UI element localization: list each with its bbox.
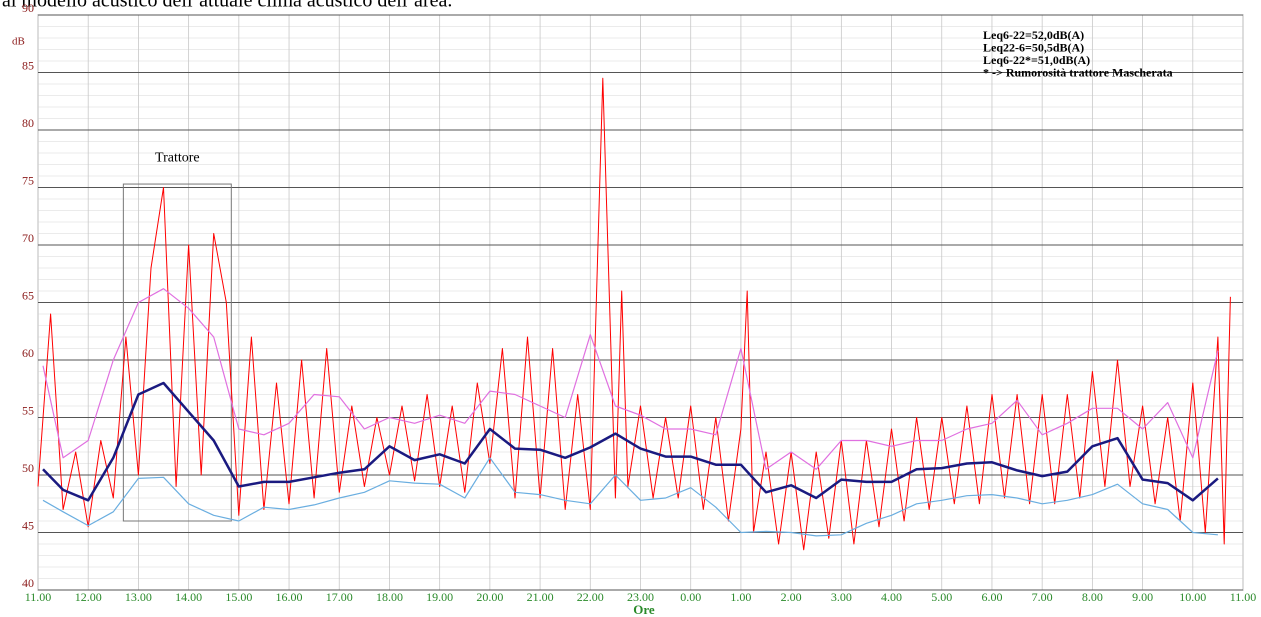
- y-tick-label: 45: [22, 518, 34, 532]
- x-tick-label: 2.00: [781, 590, 802, 604]
- series-line: [42, 457, 1218, 537]
- series-line: [42, 288, 1219, 470]
- x-tick-label: 11.00: [25, 590, 52, 604]
- x-tick-label: 1.00: [730, 590, 751, 604]
- legend-note: Leq6-22=52,0dB(A): [983, 28, 1084, 42]
- x-tick-label: 5.00: [931, 590, 952, 604]
- x-tick-label: 23.00: [627, 590, 654, 604]
- annotation: Trattore: [155, 150, 200, 165]
- x-tick-label: 22.00: [577, 590, 604, 604]
- x-tick-label: 19.00: [426, 590, 453, 604]
- y-tick-label: 40: [22, 576, 34, 590]
- y-tick-label: 65: [22, 288, 34, 302]
- x-tick-label: 17.00: [326, 590, 353, 604]
- x-tick-label: 16.00: [276, 590, 303, 604]
- y-tick-label: 70: [22, 231, 34, 245]
- x-axis-label: Ore: [633, 602, 655, 617]
- series-line: [42, 381, 1219, 502]
- x-tick-label: 9.00: [1132, 590, 1153, 604]
- x-tick-label: 11.00: [1230, 590, 1257, 604]
- x-tick-label: 4.00: [881, 590, 902, 604]
- x-tick-label: 6.00: [981, 590, 1002, 604]
- x-tick-label: 10.00: [1179, 590, 1206, 604]
- y-tick-label: 85: [22, 58, 34, 72]
- x-tick-label: 12.00: [75, 590, 102, 604]
- legend-note: * -> Rumorosità trattore Mascherata: [983, 65, 1173, 79]
- y-tick-label: 55: [22, 403, 34, 417]
- x-tick-label: 18.00: [376, 590, 403, 604]
- x-tick-label: 8.00: [1082, 590, 1103, 604]
- x-tick-label: 14.00: [175, 590, 202, 604]
- y-axis-label: dB: [12, 36, 25, 48]
- x-tick-label: 0.00: [680, 590, 701, 604]
- legend-note: Leq6-22*=51,0dB(A): [983, 53, 1090, 67]
- subtitle: al modello acustico dell’attuale clima a…: [2, 0, 452, 12]
- series-line: [37, 77, 1231, 551]
- y-tick-label: 90: [22, 1, 34, 15]
- legend-note: Leq22-6=50,5dB(A): [983, 40, 1084, 54]
- x-tick-label: 15.00: [225, 590, 252, 604]
- x-tick-label: 3.00: [831, 590, 852, 604]
- y-tick-label: 50: [22, 461, 34, 475]
- y-tick-label: 60: [22, 346, 34, 360]
- x-tick-label: 7.00: [1032, 590, 1053, 604]
- annotation-box: [122, 183, 232, 522]
- y-tick-label: 75: [22, 173, 34, 187]
- x-tick-label: 20.00: [476, 590, 503, 604]
- x-tick-label: 13.00: [125, 590, 152, 604]
- y-tick-label: 80: [22, 116, 34, 130]
- x-tick-label: 21.00: [527, 590, 554, 604]
